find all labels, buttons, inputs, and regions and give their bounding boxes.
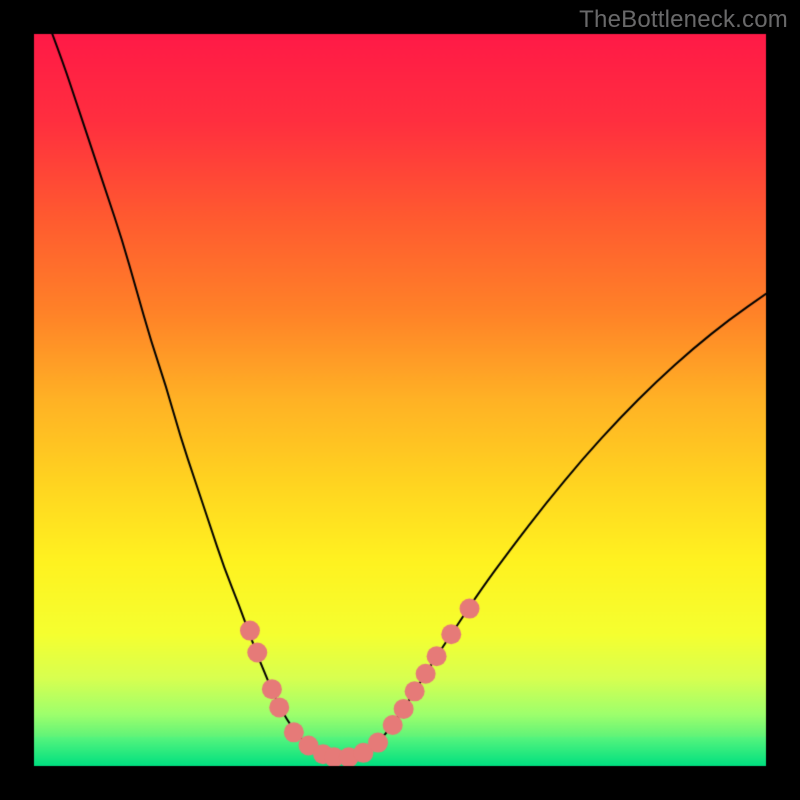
bottleneck-curve-plot <box>0 0 800 800</box>
watermark-label: TheBottleneck.com <box>579 6 788 34</box>
chart-root: TheBottleneck.com <box>0 0 800 800</box>
